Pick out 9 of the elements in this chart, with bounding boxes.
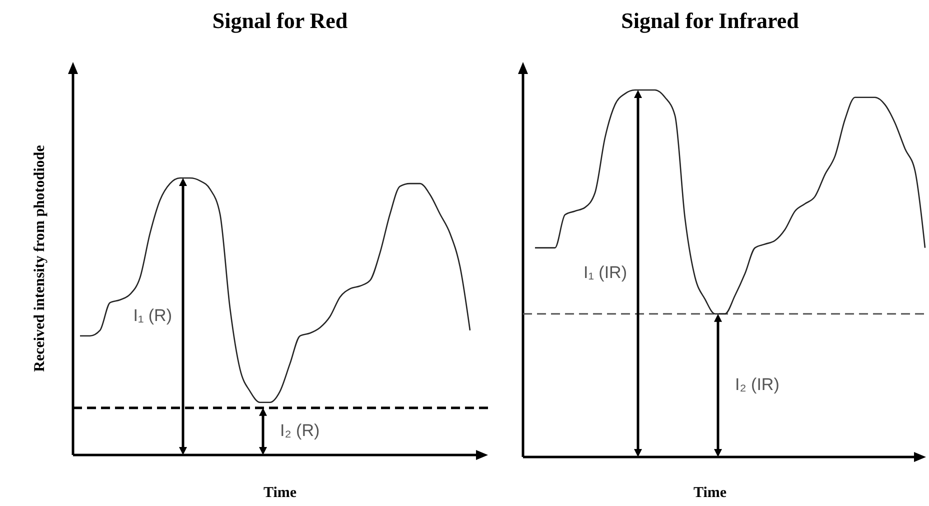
x-axis-title: Time [263,485,297,501]
chart-title: Signal for Infrared [621,8,799,33]
annotation: I₂ (IR) [735,374,780,394]
chart-title: Signal for Red [212,8,348,33]
y-axis-title: Received intensity from photodiode [32,144,48,372]
annotation: I₁ (R) [133,306,172,325]
annotation: I₁ (IR) [583,262,627,282]
x-axis-title: Time [693,485,727,501]
annotation: I₂ (R) [280,420,320,440]
